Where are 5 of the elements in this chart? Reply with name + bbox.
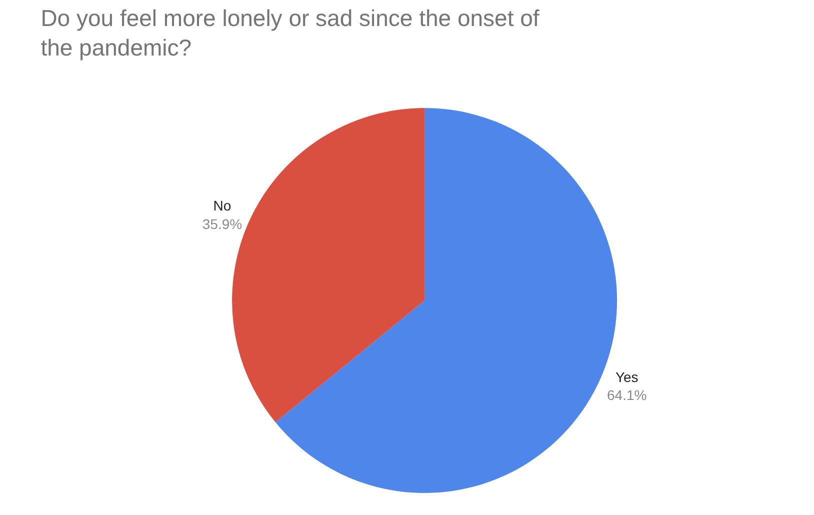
slice-label: No (213, 198, 232, 214)
data-label: 64.1% (607, 387, 647, 404)
chart-title: Do you feel more lonely or sad since the onset of the pandemic? (40, 4, 540, 61)
data-label: 35.9% (202, 216, 242, 232)
slice-label: Yes (615, 369, 638, 386)
